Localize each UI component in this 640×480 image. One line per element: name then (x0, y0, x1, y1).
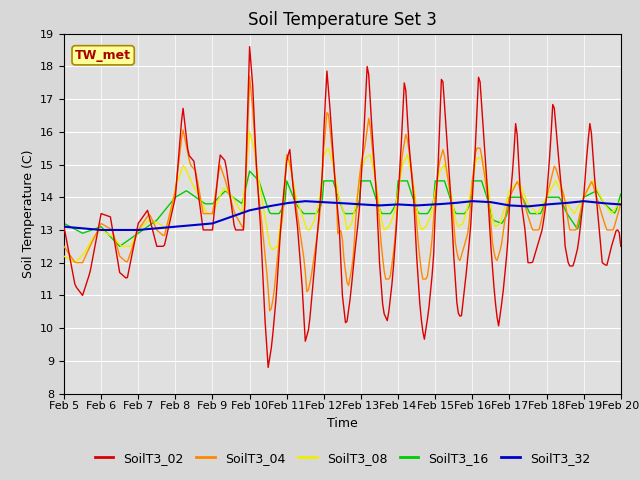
SoilT3_04 (617, 201, 625, 207)
SoilT3_02 (164, 228, 172, 234)
SoilT3_04 (246, 73, 253, 79)
SoilT3_02 (399, 111, 406, 117)
Text: TW_met: TW_met (75, 49, 131, 62)
SoilT3_16 (399, 178, 406, 184)
SoilT3_08 (246, 129, 253, 135)
SoilT3_02 (552, 123, 559, 129)
SoilT3_16 (380, 211, 388, 216)
SoilT3_08 (71, 260, 79, 265)
Line: SoilT3_16: SoilT3_16 (64, 171, 621, 246)
SoilT3_32 (76, 225, 83, 231)
SoilT3_02 (246, 44, 253, 49)
SoilT3_08 (77, 253, 85, 259)
SoilT3_16 (116, 243, 124, 249)
Title: Soil Temperature Set 3: Soil Temperature Set 3 (248, 11, 437, 29)
SoilT3_02 (60, 224, 68, 229)
SoilT3_16 (412, 202, 419, 207)
Line: SoilT3_02: SoilT3_02 (64, 47, 621, 367)
Legend: SoilT3_02, SoilT3_04, SoilT3_08, SoilT3_16, SoilT3_32: SoilT3_02, SoilT3_04, SoilT3_08, SoilT3_… (90, 447, 595, 469)
SoilT3_32 (412, 203, 419, 208)
SoilT3_32 (617, 202, 625, 207)
SoilT3_04 (399, 150, 406, 156)
X-axis label: Time: Time (327, 417, 358, 430)
Line: SoilT3_32: SoilT3_32 (64, 201, 621, 230)
SoilT3_04 (412, 203, 419, 208)
SoilT3_08 (60, 253, 68, 259)
SoilT3_04 (60, 243, 68, 249)
SoilT3_02 (76, 288, 83, 294)
SoilT3_32 (552, 201, 559, 207)
SoilT3_04 (266, 308, 273, 313)
SoilT3_32 (165, 224, 173, 230)
SoilT3_08 (380, 227, 388, 233)
SoilT3_08 (412, 193, 419, 199)
SoilT3_16 (246, 168, 253, 174)
SoilT3_32 (97, 227, 105, 233)
SoilT3_32 (399, 202, 406, 207)
SoilT3_08 (165, 220, 173, 226)
SoilT3_08 (617, 198, 625, 204)
SoilT3_02 (617, 243, 625, 249)
SoilT3_04 (552, 166, 559, 171)
Y-axis label: Soil Temperature (C): Soil Temperature (C) (22, 149, 35, 278)
SoilT3_16 (617, 191, 625, 197)
SoilT3_08 (399, 161, 406, 167)
SoilT3_32 (380, 202, 388, 208)
SoilT3_04 (164, 220, 172, 226)
SoilT3_32 (60, 224, 68, 229)
SoilT3_04 (76, 260, 83, 265)
SoilT3_04 (380, 268, 388, 274)
Line: SoilT3_04: SoilT3_04 (64, 76, 621, 311)
SoilT3_16 (165, 202, 173, 208)
SoilT3_02 (380, 311, 388, 317)
Line: SoilT3_08: SoilT3_08 (64, 132, 621, 263)
SoilT3_02 (264, 364, 272, 370)
SoilT3_16 (60, 220, 68, 226)
SoilT3_02 (412, 223, 419, 228)
SoilT3_08 (552, 178, 559, 184)
SoilT3_16 (552, 194, 559, 200)
SoilT3_32 (301, 198, 309, 204)
SoilT3_16 (76, 228, 83, 234)
